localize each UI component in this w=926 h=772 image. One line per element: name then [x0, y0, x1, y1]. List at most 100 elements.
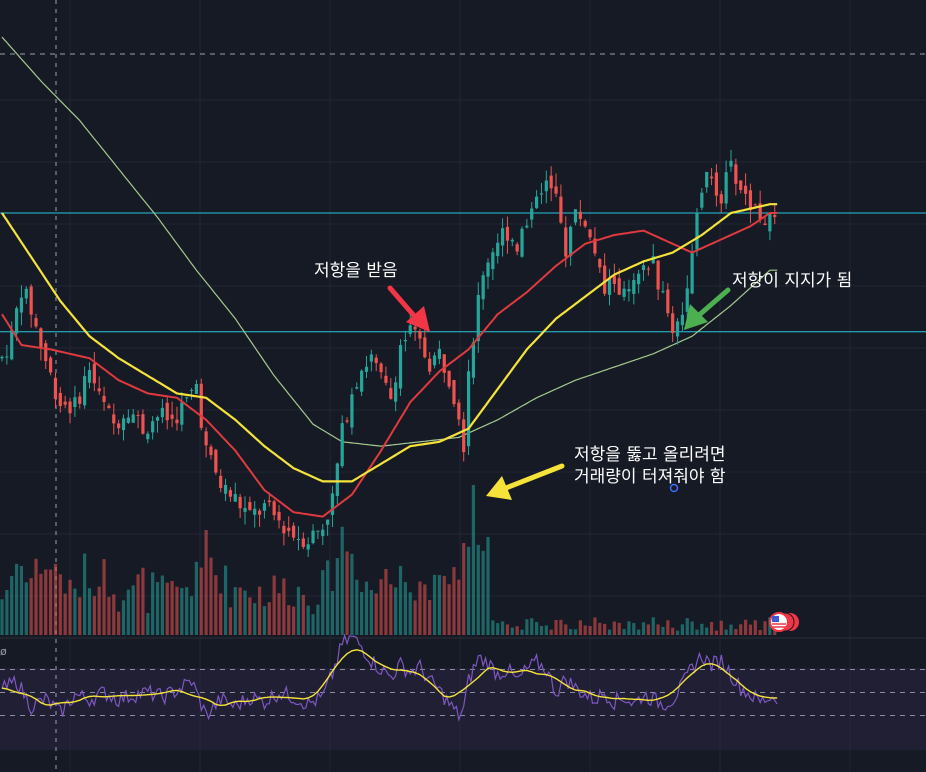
candle-body: [530, 208, 534, 220]
candle-body: [53, 377, 58, 399]
yellow-arrow-icon: [486, 463, 565, 500]
candle-body: [350, 394, 354, 428]
volume-bar: [525, 619, 529, 635]
candle-body: [364, 366, 369, 372]
candle-body: [175, 419, 179, 424]
candle-body: [719, 194, 723, 204]
volume-bar: [437, 574, 441, 635]
candle-body: [185, 397, 189, 399]
volume-bar: [627, 621, 631, 635]
volume-bar: [748, 624, 753, 635]
candle-body: [10, 330, 14, 360]
volume-bar: [428, 600, 432, 635]
volume-bar: [646, 624, 650, 635]
candle-body: [651, 256, 655, 264]
candle-body: [515, 244, 519, 252]
candle-body: [466, 371, 471, 447]
volume-bar: [413, 600, 417, 635]
volume-bar: [520, 629, 524, 635]
volume-bar: [500, 621, 505, 635]
candle-body: [432, 355, 437, 366]
candle-body: [160, 407, 164, 418]
volume-bar: [83, 553, 87, 635]
rsi-ma-path: [1, 649, 778, 707]
volume-bar: [398, 565, 403, 635]
volume-bar: [408, 592, 412, 635]
volume-bar: [739, 624, 743, 635]
volume-bar: [58, 574, 62, 635]
volume-bar: [209, 557, 213, 635]
volume-bar: [146, 613, 150, 635]
candle-body: [607, 278, 612, 295]
candle-body: [637, 273, 641, 285]
volume-bar: [549, 629, 553, 635]
candle-body: [505, 226, 510, 241]
candle-body: [228, 490, 233, 497]
rsi-path: [1, 633, 778, 722]
candle-body: [292, 525, 296, 538]
candle-body: [131, 414, 135, 423]
candle-body: [739, 180, 743, 190]
volume-bar: [223, 565, 228, 635]
candle-body: [330, 493, 335, 515]
volume-bar: [535, 622, 539, 635]
volume-bar: [287, 605, 291, 635]
volume-bar: [63, 593, 67, 635]
candle-body: [622, 288, 626, 297]
volume-bar: [423, 584, 427, 635]
candle-body: [496, 242, 500, 257]
volume-bar: [175, 586, 179, 635]
us-flag-icon[interactable]: [769, 612, 799, 632]
ma-slow-line: [1, 36, 778, 447]
candle-body: [277, 511, 281, 521]
candle-body: [641, 265, 646, 271]
volume-bar: [345, 551, 349, 635]
volume-bar: [641, 622, 646, 635]
candle-body: [204, 431, 208, 446]
volume-bar: [10, 576, 14, 635]
candle-body: [141, 414, 145, 434]
candle-body: [87, 370, 92, 383]
volume-bar: [578, 620, 582, 635]
ma-fast-path: [1, 212, 778, 518]
candle-body: [612, 275, 616, 284]
candle-body: [83, 376, 87, 406]
volume-bar: [447, 584, 451, 635]
volume-bar: [306, 605, 310, 635]
candle-body: [457, 402, 461, 420]
candle-body: [29, 286, 33, 315]
volume-bar: [29, 578, 33, 635]
candle-body: [326, 519, 330, 525]
candle-body: [39, 328, 43, 349]
volume-bar: [607, 629, 612, 635]
candle-body: [671, 313, 675, 334]
volume-bar: [253, 603, 257, 635]
volume-bar: [219, 593, 223, 635]
candle-body: [583, 220, 587, 227]
alert-marker-icon[interactable]: [669, 483, 679, 493]
candle-body: [155, 417, 160, 421]
candle-body: [0, 356, 4, 359]
candle-body: [564, 227, 568, 257]
candle-body: [19, 297, 24, 313]
volume-bar: [418, 581, 422, 635]
volume-bar: [539, 626, 544, 635]
candle-body: [180, 402, 184, 425]
volume-bar: [462, 543, 466, 635]
volume-bar: [603, 623, 607, 635]
volume-bar: [617, 622, 621, 635]
volume-bar: [44, 569, 48, 635]
volume-bar: [136, 574, 140, 635]
candle-body: [146, 433, 150, 440]
candle-body: [544, 180, 548, 192]
volume-bar: [131, 585, 135, 635]
volume-bar: [311, 614, 315, 635]
volume-bar: [432, 574, 437, 635]
green-arrow-icon: [684, 287, 731, 330]
volume-bar: [714, 630, 719, 635]
volume-bar: [214, 575, 218, 635]
red-arrow-icon: [387, 285, 430, 332]
volume-bar: [685, 618, 689, 635]
